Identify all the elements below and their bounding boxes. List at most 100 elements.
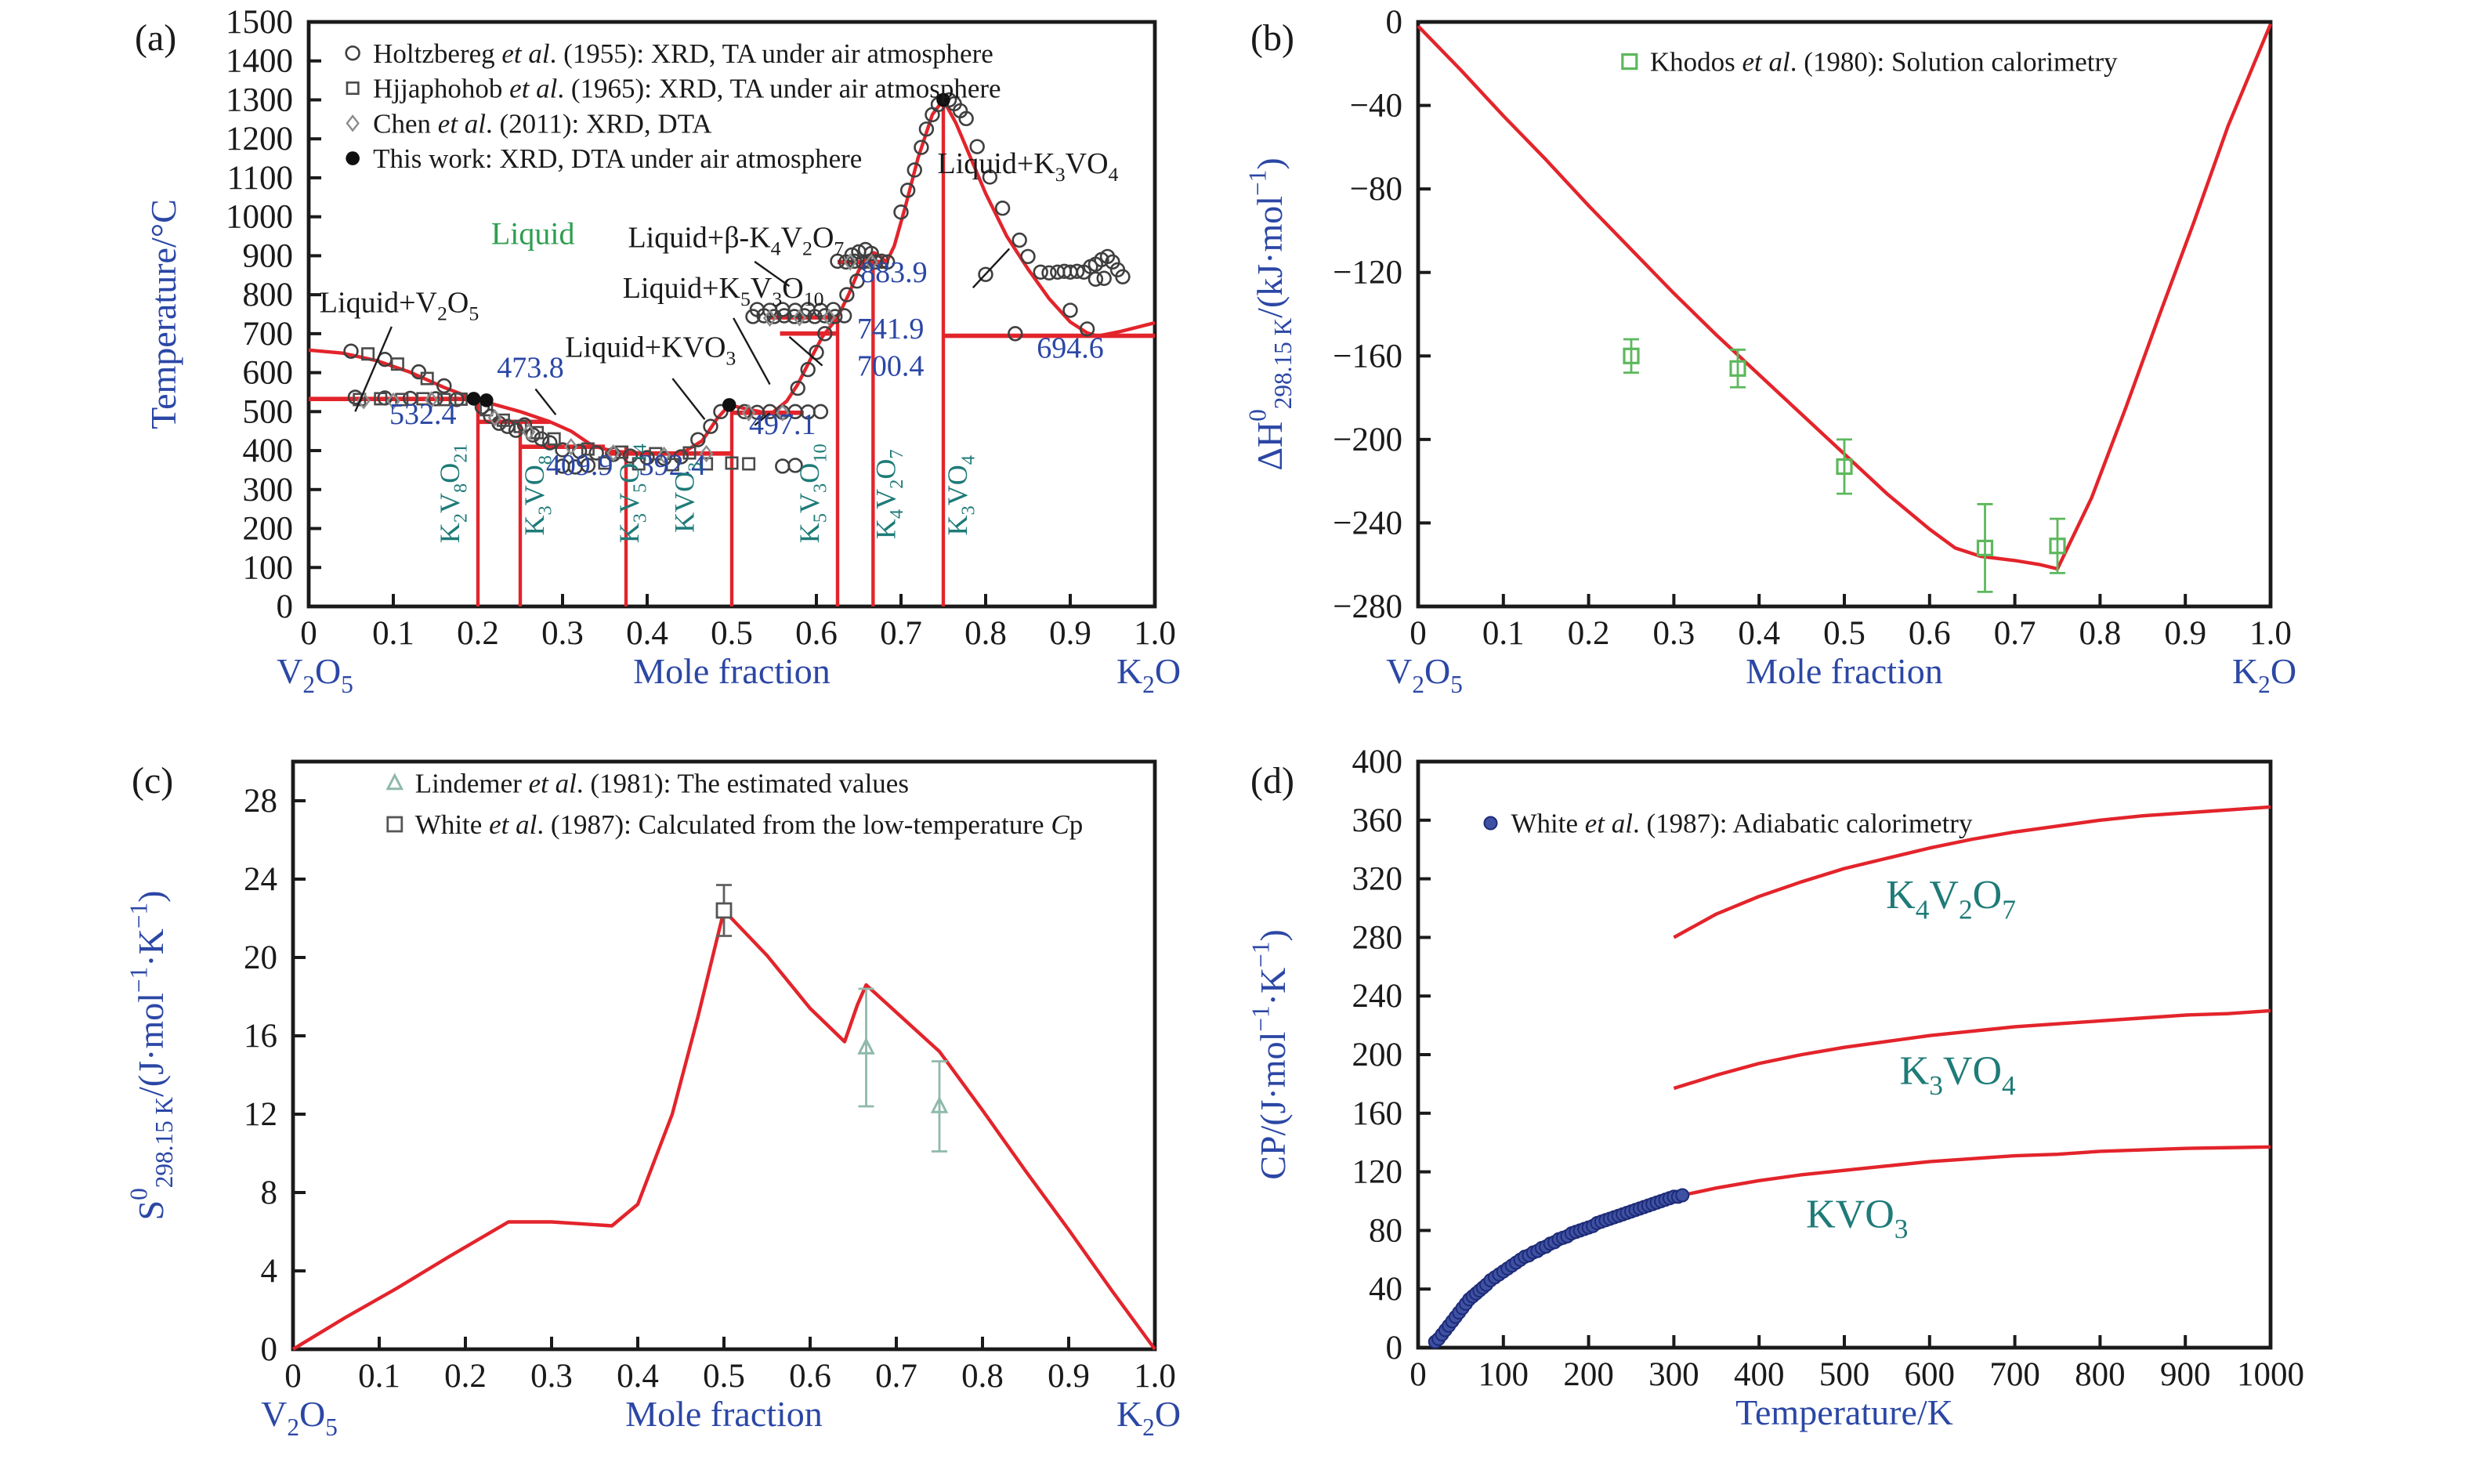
panel-d-ytick: 200 [1352, 1037, 1403, 1073]
panel-b-xtick: 0.7 [1994, 615, 2036, 652]
panel-a-xtick: 0.7 [880, 615, 922, 652]
panel-b-xtick: 0 [1410, 615, 1427, 652]
panel-c-ytick: 0 [261, 1331, 278, 1368]
panel-a-xtick: 0.1 [372, 615, 414, 652]
panel-a-text: Liquid+K3VO4 [938, 147, 1119, 186]
panel-a-xtick: 0 [300, 615, 317, 652]
panel-a-text: Liquid+KVO3 [565, 331, 736, 370]
panel-c-ytick: 20 [244, 939, 277, 976]
panel-a-ylabel: Temperature/°C [143, 199, 183, 429]
annotation: 741.9 [857, 313, 925, 346]
annotation: 694.6 [1037, 332, 1104, 365]
panel-a-text: K4V2O7 [870, 449, 907, 539]
panel-b-legend: Khodos et al. (1980): Solution calorimet… [1621, 47, 2118, 78]
panel-a-leader [972, 248, 1011, 289]
panel-d-frame [1416, 759, 2273, 1350]
annotation: 883.9 [860, 256, 928, 289]
panel-a-ytick: 1300 [226, 81, 293, 118]
annotation: Liquid [491, 215, 575, 251]
annotation: Liquid+K5V3O10 [623, 272, 824, 310]
panel-tag-b: (b) [1250, 17, 1294, 59]
panel-c-xtick: 0.5 [703, 1358, 745, 1395]
panel-c-entropy-curve [291, 908, 1156, 1351]
panel-d-xtick: 600 [1905, 1356, 1956, 1393]
panel-a-leader [534, 388, 557, 416]
panel-a-ytick: 0 [277, 588, 294, 625]
panel-a-hjjaphohob-points [353, 347, 756, 472]
panel-b-ytick: −280 [1333, 588, 1402, 625]
panel-a-ytick: 1200 [226, 121, 293, 157]
annotation: 473.8 [497, 352, 564, 385]
panel-c-xtick: 1.0 [1134, 1358, 1176, 1395]
panel-b-ytick: 0 [1386, 4, 1403, 41]
panel-c-white-point [715, 884, 733, 937]
panel-d-legend: White et al. (1987): Adiabatic calorimet… [1483, 809, 1973, 839]
panel-a-text: 883.9 [860, 256, 928, 289]
panel-a-text: 392.4 [639, 449, 707, 482]
panel-tag-a: (a) [135, 17, 176, 59]
panel-c-xtick: 0.8 [961, 1358, 1004, 1395]
panel-d-white-cp-points [1428, 1188, 1690, 1349]
panel-d-kvo3-curve [1681, 1145, 2271, 1197]
panel-d-xtick: 800 [2075, 1356, 2126, 1393]
panel-c-ytick: 8 [261, 1175, 278, 1211]
panel-d-ytick: 400 [1352, 744, 1403, 780]
panel-a-ytick: 900 [243, 237, 294, 274]
panel-b-xtick: 0.2 [1568, 615, 1610, 652]
panel-d-ytick: 0 [1386, 1330, 1403, 1366]
panel-b: 0 0.1 0.2 0.3 0.4 0.5 0.6 0.7 0.8 0.9 1.0 0 −40 −80 −1… [1243, 4, 2296, 698]
panel-d-text: K4V2O7 [1886, 873, 2016, 925]
panel-b-xtick: 1.0 [2249, 615, 2292, 652]
panel-c-ytick: 28 [244, 783, 277, 820]
panel-c-xtick: 0 [284, 1358, 302, 1395]
panel-a-liquidus [308, 98, 1156, 456]
annotation: 700.4 [857, 350, 925, 383]
panel-a-text: 694.6 [1037, 332, 1104, 365]
panel-a-text: K3V5O14 [613, 443, 650, 543]
panel-d-ytick: 80 [1369, 1212, 1402, 1249]
panel-c-xtick: 0.3 [530, 1358, 573, 1395]
legend-entry: Holtzbereg et al. (1955): XRD, TA under … [373, 38, 993, 69]
panel-d-ytick: 320 [1352, 861, 1403, 898]
panel-a-legend: Chen et al. (2011): XRD, DTA [346, 108, 712, 139]
panel-b-ytick: −120 [1333, 255, 1402, 291]
panel-a-ytick: 600 [243, 355, 294, 392]
panel-a-xtick: 0.5 [711, 615, 753, 652]
panel-b-xtick: 0.6 [1909, 615, 1951, 652]
annotation: 392.4 [639, 449, 707, 482]
annotation: 497.1 [749, 408, 816, 441]
panel-a-text: K5V3O10 [794, 443, 831, 543]
panel-c-xtick: 0.2 [444, 1358, 487, 1395]
panel-a-legend: Holtzbereg et al. (1955): XRD, TA under … [345, 38, 993, 69]
panel-b-frame [1416, 20, 2273, 609]
legend-entry: Khodos et al. (1980): Solution calorimet… [1650, 47, 2118, 78]
panel-c-xtick: 0.6 [789, 1358, 831, 1395]
panel-a-ytick: 1500 [226, 4, 293, 41]
panel-a-leader [788, 335, 823, 367]
panel-a-legend: Hjjaphohob et al. (1965): XRD, TA under … [346, 74, 1001, 104]
panel-d-text: K3VO4 [1900, 1048, 2016, 1101]
panel-a-ytick: 1400 [226, 43, 293, 80]
panel-d-k3vo4-curve [1673, 1008, 2271, 1091]
panel-b-xtick: 0.5 [1823, 615, 1865, 652]
panel-b-xtick: 0.1 [1482, 615, 1525, 652]
annotation: K3V5O14 [613, 443, 650, 543]
panel-a-ytick: 1100 [227, 160, 293, 197]
panel-a: 0 0.1 0.2 0.3 0.4 0.5 0.6 0.7 0.8 0.9 1.0 010020030… [135, 4, 1181, 698]
legend-entry: White et al. (1987): Adiabatic calorimet… [1511, 809, 1972, 839]
panel-c: 0 0.1 0.2 0.3 0.4 0.5 0.6 0.7 0.8 0.9 1.0 0 4 8 12 16 20… [125, 759, 1181, 1441]
panel-b-xtick: 0.8 [2079, 615, 2122, 652]
panel-c-ytick: 24 [244, 861, 277, 898]
panel-tag-c: (c) [132, 760, 173, 802]
annotation: Liquid+V2O5 [320, 287, 479, 325]
panel-a-leader [671, 378, 706, 421]
panel-b-ytick: −200 [1333, 422, 1402, 458]
panel-a-ytick: 200 [243, 511, 294, 548]
panel-d-ytick: 160 [1352, 1095, 1403, 1132]
panel-a-text: 532.4 [389, 398, 457, 431]
panel-b-xlabel-left: V2O5 [1386, 651, 1463, 698]
annotation: Liquid+KVO3 [565, 331, 736, 370]
panel-a-text: K2V8O21 [434, 443, 471, 543]
